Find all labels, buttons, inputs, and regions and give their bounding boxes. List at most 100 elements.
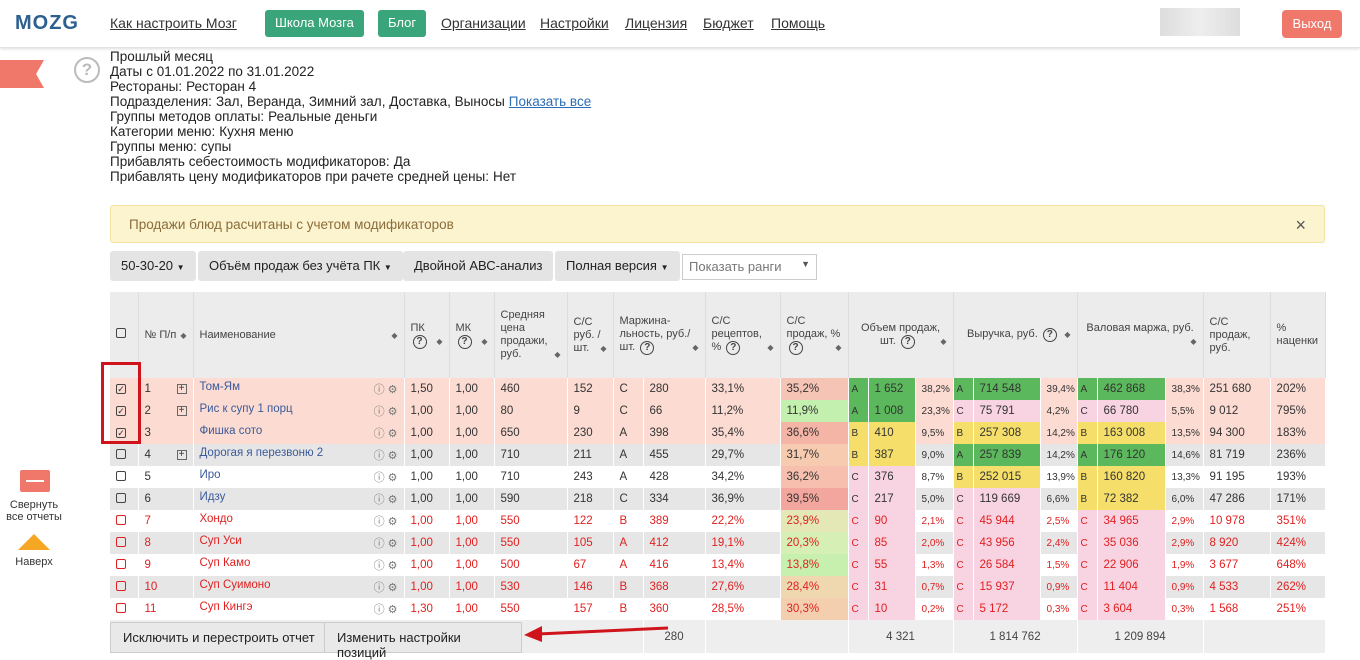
param-value: Реальные деньги: [268, 109, 378, 124]
header-text: С/С продаж, %: [786, 315, 841, 340]
cell-vp: 23,3%: [915, 400, 954, 422]
checkbox-cell[interactable]: [110, 554, 139, 576]
checkbox-cell[interactable]: [110, 510, 139, 532]
nav-link[interactable]: Организации: [441, 15, 526, 31]
cell-mk: 1,00: [449, 532, 495, 554]
checkbox-cell[interactable]: ✓: [110, 400, 139, 422]
table-row[interactable]: ✓ 3 Фишка сото ⓘ ⚙ 1,00 1,00 650 230 A 398 35,4% 36…: [110, 422, 1326, 444]
help-icon[interactable]: ?: [1042, 328, 1057, 342]
help-icon[interactable]: ?: [900, 334, 915, 349]
checkbox-cell[interactable]: [110, 532, 139, 554]
checkbox[interactable]: ✓: [116, 406, 126, 416]
cell-vp: 1,3%: [915, 554, 954, 576]
cell-mc: A: [613, 466, 644, 488]
help-icon[interactable]: ?: [640, 341, 655, 355]
checkbox-cell[interactable]: [110, 444, 139, 466]
checkbox[interactable]: [116, 602, 126, 613]
header-text: Наименование: [199, 328, 276, 341]
alert-close[interactable]: ×: [1295, 215, 1306, 235]
help-icon[interactable]: ?: [412, 334, 427, 349]
help-icon[interactable]: ?: [74, 57, 100, 83]
cell-cost: 105: [567, 532, 614, 554]
checkbox[interactable]: [116, 558, 126, 569]
cell-gm: 163 008: [1097, 422, 1166, 444]
cell-vol: 1 008: [868, 400, 916, 422]
cell-n: 6: [138, 488, 194, 510]
checkbox[interactable]: [116, 470, 126, 481]
table-row[interactable]: 7 Хондо ⓘ ⚙ 1,00 1,00 550 122 B 389 22,2% 23,9% C 90…: [110, 510, 1326, 532]
cell-rcp: 27,6%: [705, 576, 781, 598]
cell-scp: 39,5%: [780, 488, 849, 510]
nav-button[interactable]: Блог: [378, 10, 427, 37]
checkbox-cell[interactable]: ✓: [110, 378, 139, 400]
cell-vc: A: [847, 400, 869, 422]
reports-ribbon[interactable]: [0, 60, 44, 88]
cell-price: 460: [494, 378, 568, 400]
nav-link[interactable]: Бюджет: [703, 15, 754, 31]
collapse-icon[interactable]: [20, 470, 50, 492]
cell-cs: 94 300: [1203, 422, 1271, 444]
nav-link[interactable]: Как настроить Мозг: [110, 15, 237, 31]
cell-cost: 243: [567, 466, 614, 488]
checkbox[interactable]: [116, 580, 126, 591]
toolbar-button[interactable]: 50-30-20 ▼: [110, 251, 196, 281]
nav-link[interactable]: Помощь: [771, 15, 826, 31]
table-row[interactable]: ✓ 2 + Рис к супу 1 порц ⓘ ⚙ 1,00 1,00 80 9 C 66 11,…: [110, 400, 1326, 422]
nav-button[interactable]: Школа Мозга: [265, 10, 364, 37]
cell-scp: 28,4%: [780, 576, 849, 598]
top-label[interactable]: Наверх: [15, 556, 53, 568]
table-row[interactable]: ✓ 1 + Том-Ям ⓘ ⚙ 1,50 1,00 460 152 C 280 33,1% 35,2%…: [110, 378, 1326, 400]
cell-vol: 217: [868, 488, 916, 510]
cell-mu: 424%: [1270, 532, 1326, 554]
checkbox[interactable]: ✓: [116, 384, 126, 394]
cell-vp: 9,5%: [915, 422, 954, 444]
cell-margin: 416: [643, 554, 706, 576]
table-row[interactable]: 4 + Дорогая я перезвоню 2 ⓘ ⚙ 1,00 1,00 710 211…: [110, 444, 1326, 466]
table-row[interactable]: 10 Суп Суимоно ⓘ ⚙ 1,00 1,00 530 146 B 368 27,6% 2…: [110, 576, 1326, 598]
table-row[interactable]: 11 Суп Кингэ ⓘ ⚙ 1,30 1,00 550 157 B 360 28,5% 30,…: [110, 598, 1326, 620]
checkbox-cell[interactable]: [110, 576, 139, 598]
logo[interactable]: MOZG: [15, 12, 79, 34]
cell-gc: C: [1077, 532, 1098, 554]
action-button[interactable]: Изменить настройки позиций: [324, 622, 522, 660]
cell-cost: 146: [567, 576, 614, 598]
cell-n: 5: [138, 466, 194, 488]
collapse-label[interactable]: Свернуть все отчеты: [6, 499, 62, 523]
table-row[interactable]: 8 Суп Уси ⓘ ⚙ 1,00 1,00 550 105 A 412 19,1% 20,3% C…: [110, 532, 1326, 554]
checkbox[interactable]: [116, 536, 126, 547]
toolbar-button[interactable]: Полная версия ▼: [555, 251, 680, 281]
help-icon[interactable]: ?: [457, 334, 472, 349]
checkbox[interactable]: ✓: [116, 428, 126, 438]
table-row[interactable]: 5 Иро ⓘ ⚙ 1,00 1,00 710 243 A 428 34,2% 36,2% C 376 8…: [110, 466, 1326, 488]
checkbox-cell[interactable]: [110, 598, 139, 620]
checkbox-cell[interactable]: ✓: [110, 422, 139, 444]
cell-rev: 257 839: [973, 444, 1041, 466]
checkbox[interactable]: [116, 492, 126, 503]
top-icon[interactable]: [18, 534, 50, 550]
header-cell: Наименование ◆: [193, 292, 405, 378]
rank-select[interactable]: Показать ранги ▼: [682, 254, 817, 280]
cell-n: 3: [138, 422, 194, 444]
toolbar-button[interactable]: Двойной АВС-анализ: [403, 251, 554, 281]
checkbox[interactable]: [116, 448, 126, 459]
help-icon[interactable]: ?: [726, 341, 741, 355]
toolbar-button[interactable]: Объём продаж без учёта ПК ▼: [198, 251, 403, 281]
nav-link[interactable]: Настройки: [540, 15, 609, 31]
cell-rcp: 13,4%: [705, 554, 781, 576]
cell-cs: 4 533: [1203, 576, 1271, 598]
show-all-link[interactable]: Показать все: [508, 94, 592, 109]
param-line: Подразделения: Зал, Веранда, Зимний зал, …: [110, 94, 591, 109]
nav-link[interactable]: Лицензия: [625, 15, 688, 31]
cell-n: 2 +: [138, 400, 194, 422]
checkbox-cell[interactable]: [110, 466, 139, 488]
logout-button[interactable]: Выход: [1282, 10, 1342, 38]
table-row[interactable]: 9 Суп Камо ⓘ ⚙ 1,00 1,00 500 67 A 416 13,4% 13,8% C…: [110, 554, 1326, 576]
checkbox-cell[interactable]: [110, 488, 139, 510]
checkbox[interactable]: [116, 514, 126, 525]
action-button[interactable]: Исключить и перестроить отчет: [110, 622, 328, 653]
help-icon[interactable]: ?: [788, 341, 803, 355]
cell-n: 8: [138, 532, 194, 554]
cell-mu: 251%: [1270, 598, 1326, 620]
period: Прошлый месяц: [110, 49, 214, 64]
table-row[interactable]: 6 Идзу ⓘ ⚙ 1,00 1,00 590 218 C 334 36,9% 39,5% C 217…: [110, 488, 1326, 510]
